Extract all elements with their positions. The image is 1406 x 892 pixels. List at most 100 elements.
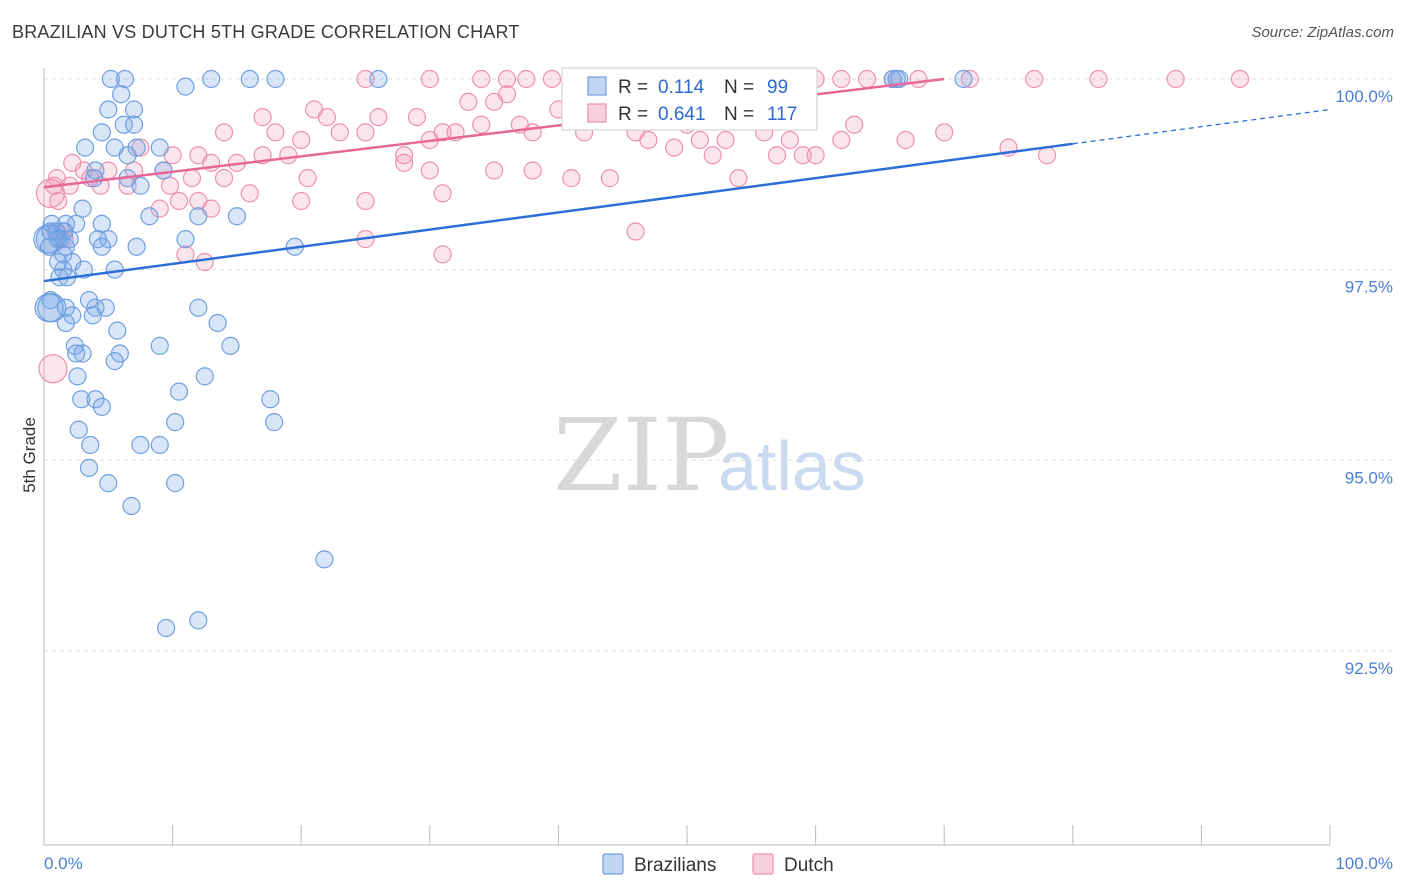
brazilian-point[interactable] bbox=[92, 214, 111, 233]
bottom-legend-label-dutch[interactable]: Dutch bbox=[784, 855, 834, 876]
dutch-point[interactable] bbox=[716, 130, 735, 150]
brazilian-point[interactable] bbox=[240, 69, 259, 89]
dutch-point[interactable] bbox=[214, 169, 234, 188]
dutch-point[interactable] bbox=[523, 161, 542, 180]
brazilian-point[interactable] bbox=[76, 138, 95, 157]
dutch-point[interactable] bbox=[253, 108, 272, 127]
dutch-point[interactable] bbox=[1166, 69, 1185, 89]
dutch-point[interactable] bbox=[472, 69, 491, 89]
brazilian-point[interactable] bbox=[202, 69, 221, 89]
brazilian-point[interactable] bbox=[131, 176, 150, 195]
dutch-point[interactable] bbox=[279, 146, 298, 165]
brazilian-point[interactable] bbox=[92, 123, 111, 142]
dutch-point[interactable] bbox=[214, 123, 234, 142]
dutch-point[interactable] bbox=[459, 92, 478, 111]
dutch-point[interactable] bbox=[793, 146, 812, 165]
brazilian-point[interactable] bbox=[112, 85, 131, 104]
brazilian-point[interactable] bbox=[79, 458, 99, 477]
bottom-legend-swatch-dutch[interactable] bbox=[752, 853, 774, 875]
dutch-point[interactable] bbox=[240, 184, 259, 203]
dutch-point[interactable] bbox=[832, 69, 851, 89]
dutch-point[interactable] bbox=[857, 69, 877, 89]
dutch-point[interactable] bbox=[330, 123, 349, 142]
dutch-point[interactable] bbox=[1089, 69, 1108, 89]
brazilian-point[interactable] bbox=[114, 115, 133, 134]
brazilian-point[interactable] bbox=[166, 474, 185, 493]
brazilian-point[interactable] bbox=[92, 397, 111, 416]
dutch-point[interactable] bbox=[195, 252, 214, 272]
dutch-point[interactable] bbox=[665, 138, 684, 157]
brazilian-point[interactable] bbox=[105, 352, 124, 371]
brazilian-point[interactable] bbox=[195, 367, 214, 386]
brazilian-point[interactable] bbox=[41, 222, 60, 241]
brazilian-point[interactable] bbox=[99, 474, 118, 493]
dutch-point[interactable] bbox=[485, 92, 504, 111]
brazilian-point[interactable] bbox=[208, 313, 227, 333]
bottom-legend-label-brazilians[interactable]: Brazilians bbox=[634, 855, 716, 876]
brazilian-point[interactable] bbox=[954, 69, 973, 89]
dutch-point[interactable] bbox=[433, 245, 452, 264]
brazilian-point[interactable] bbox=[34, 293, 64, 323]
dutch-point[interactable] bbox=[517, 69, 536, 89]
dutch-point[interactable] bbox=[523, 123, 542, 142]
dutch-point[interactable] bbox=[38, 354, 68, 384]
dutch-point[interactable] bbox=[160, 176, 180, 195]
brazilian-point[interactable] bbox=[124, 115, 144, 134]
brazilian-point[interactable] bbox=[73, 344, 92, 363]
dutch-point[interactable] bbox=[407, 108, 427, 127]
brazilian-point[interactable] bbox=[122, 496, 141, 516]
dutch-point[interactable] bbox=[150, 199, 169, 218]
dutch-point[interactable] bbox=[562, 169, 581, 188]
dutch-point[interactable] bbox=[626, 222, 645, 241]
brazilian-point[interactable] bbox=[150, 336, 169, 355]
brazilian-point[interactable] bbox=[265, 413, 284, 432]
brazilian-point[interactable] bbox=[221, 336, 240, 355]
brazilian-point[interactable] bbox=[131, 435, 150, 455]
dutch-point[interactable] bbox=[935, 123, 954, 142]
dutch-point[interactable] bbox=[472, 115, 491, 134]
brazilian-point[interactable] bbox=[369, 69, 388, 89]
dutch-point[interactable] bbox=[433, 184, 452, 203]
brazilian-point[interactable] bbox=[74, 260, 93, 279]
dutch-point[interactable] bbox=[639, 130, 658, 150]
brazilian-point[interactable] bbox=[72, 390, 91, 409]
dutch-point[interactable] bbox=[1025, 69, 1044, 89]
brazilian-point[interactable] bbox=[81, 435, 100, 455]
dutch-point[interactable] bbox=[317, 108, 337, 127]
dutch-point[interactable] bbox=[845, 115, 864, 134]
brazilian-point[interactable] bbox=[108, 321, 127, 340]
brazilian-point[interactable] bbox=[140, 207, 159, 226]
dutch-point[interactable] bbox=[420, 69, 439, 89]
brazilian-point[interactable] bbox=[150, 138, 169, 157]
brazilian-point[interactable] bbox=[40, 237, 59, 256]
brazilian-point[interactable] bbox=[227, 207, 246, 226]
dutch-point[interactable] bbox=[1230, 69, 1250, 89]
dutch-point[interactable] bbox=[960, 69, 980, 89]
dutch-point[interactable] bbox=[356, 69, 375, 89]
dutch-point[interactable] bbox=[497, 69, 517, 89]
dutch-point[interactable] bbox=[600, 169, 619, 188]
dutch-point[interactable] bbox=[780, 130, 799, 150]
brazilian-point[interactable] bbox=[67, 344, 86, 363]
brazilian-point[interactable] bbox=[176, 77, 195, 96]
brazilian-point[interactable] bbox=[118, 146, 137, 165]
brazilian-point[interactable] bbox=[86, 161, 105, 180]
brazilian-point[interactable] bbox=[101, 69, 120, 89]
dutch-point[interactable] bbox=[420, 161, 439, 180]
brazilian-point[interactable] bbox=[99, 230, 118, 249]
brazilian-point[interactable] bbox=[73, 199, 92, 218]
dutch-point[interactable] bbox=[1037, 146, 1057, 165]
dutch-point[interactable] bbox=[292, 191, 311, 211]
dutch-point[interactable] bbox=[909, 69, 928, 89]
brazilian-point[interactable] bbox=[83, 306, 102, 325]
dutch-point[interactable] bbox=[49, 191, 68, 211]
dutch-point[interactable] bbox=[394, 146, 414, 165]
brazilian-point[interactable] bbox=[189, 298, 208, 317]
brazilian-point[interactable] bbox=[99, 100, 118, 119]
brazilian-point[interactable] bbox=[115, 69, 135, 89]
dutch-point[interactable] bbox=[832, 130, 851, 150]
dutch-point[interactable] bbox=[767, 146, 787, 165]
brazilian-point[interactable] bbox=[63, 306, 82, 325]
brazilian-point[interactable] bbox=[315, 550, 334, 569]
brazilian-point[interactable] bbox=[124, 100, 144, 119]
